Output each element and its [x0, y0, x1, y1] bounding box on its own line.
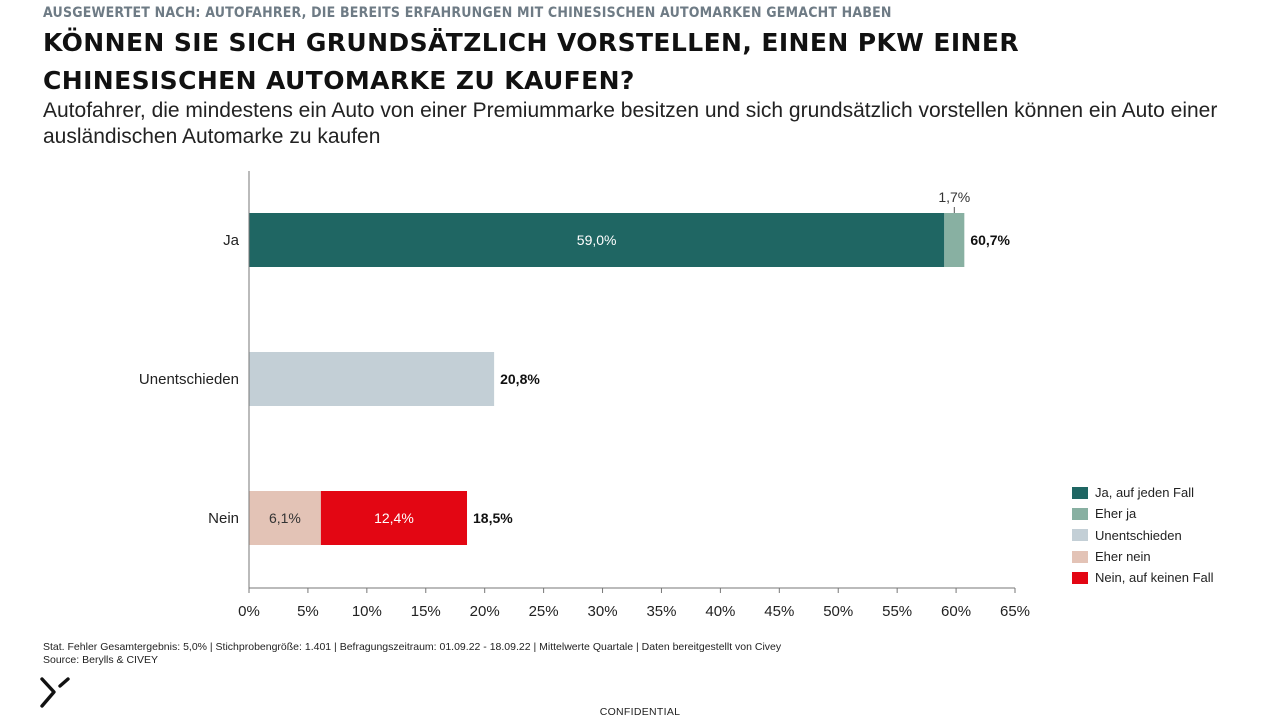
confidential-label: CONFIDENTIAL [599, 706, 681, 718]
total-label: 60,7% [970, 232, 1010, 248]
category-label: Unentschieden [139, 371, 239, 388]
footnote: Stat. Fehler Gesamtergebnis: 5,0% | Stic… [43, 641, 781, 667]
x-tick-label: 65% [1000, 603, 1030, 620]
legend-label: Ja, auf jeden Fall [1095, 485, 1195, 501]
total-label: 20,8% [500, 371, 540, 387]
bar-segment [944, 213, 965, 267]
data-label: 1,7% [938, 189, 970, 205]
footnote-statistics: Stat. Fehler Gesamtergebnis: 5,0% | Stic… [43, 641, 782, 653]
legend-item: Eher ja [1072, 503, 1214, 524]
x-tick-label: 40% [705, 603, 735, 620]
legend-item: Nein, auf keinen Fall [1072, 567, 1214, 588]
category-label: Nein [208, 510, 239, 527]
bar-segment [249, 213, 945, 267]
data-label: 6,1% [269, 510, 301, 526]
legend-item: Ja, auf jeden Fall [1072, 482, 1214, 503]
legend-label: Unentschieden [1095, 527, 1182, 543]
kicker-text: AUSGEWERTET NACH: AUTOFAHRER, DIE BEREIT… [43, 5, 892, 21]
legend-swatch [1072, 550, 1088, 563]
chart-subtitle: Autofahrer, die mindestens ein Auto von … [43, 99, 1218, 148]
x-tick-label: 15% [411, 603, 441, 620]
chart-title: KÖNNEN SIE SICH GRUNDSÄTZLICH VORSTELLEN… [43, 28, 1019, 95]
x-tick-label: 5% [297, 603, 319, 620]
footnote-source: Source: Berylls & CIVEY [43, 654, 158, 666]
x-tick-label: 0% [238, 603, 260, 620]
x-tick-label: 20% [470, 603, 500, 620]
data-label: 12,4% [374, 510, 414, 526]
legend-item: Unentschieden [1072, 525, 1214, 546]
category-label: Ja [223, 232, 240, 249]
bar-segment [249, 352, 495, 406]
x-tick-label: 45% [764, 603, 794, 620]
x-tick-label: 30% [588, 603, 618, 620]
legend-item: Eher nein [1072, 546, 1214, 567]
bar-segment [320, 491, 468, 545]
legend-swatch [1072, 529, 1088, 542]
legend-swatch [1072, 571, 1088, 584]
x-tick-label: 55% [882, 603, 912, 620]
x-tick-label: 10% [352, 603, 382, 620]
x-tick-label: 50% [823, 603, 853, 620]
bar-segment [249, 491, 321, 545]
legend-swatch [1072, 507, 1088, 520]
data-label: 59,0% [577, 232, 617, 248]
legend-label: Nein, auf keinen Fall [1095, 570, 1214, 586]
chart-legend: Ja, auf jeden Fall Eher ja Unentschieden Eh… [1072, 482, 1214, 588]
x-tick-label: 60% [941, 603, 971, 620]
legend-label: Eher nein [1095, 549, 1151, 565]
x-tick-label: 35% [646, 603, 676, 620]
berylls-logo-icon [40, 677, 70, 708]
legend-label: Eher ja [1095, 506, 1137, 522]
total-label: 18,5% [473, 510, 513, 526]
legend-swatch [1072, 486, 1088, 499]
x-tick-label: 25% [529, 603, 559, 620]
